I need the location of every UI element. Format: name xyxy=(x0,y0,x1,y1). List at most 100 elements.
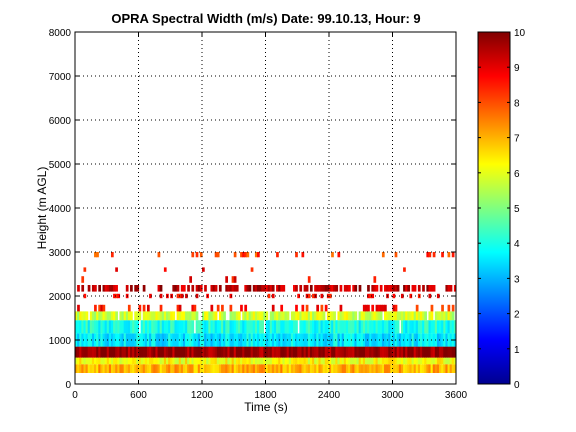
heatmap-cell-4 xyxy=(335,320,339,334)
heatmap-cell-1 xyxy=(149,357,152,365)
heatmap-cell-4 xyxy=(187,320,190,334)
heatmap-cell-2 xyxy=(75,346,78,358)
heatmap-cell-3 xyxy=(221,333,224,347)
heatmap-cell-3 xyxy=(229,333,233,347)
heatmap-cell-11 xyxy=(216,252,220,258)
heatmap-cell-0 xyxy=(326,364,330,373)
heatmap-cell-4 xyxy=(199,320,203,334)
heatmap-cell-0 xyxy=(240,364,243,373)
heatmap-cell-3 xyxy=(216,333,220,347)
heatmap-cell-2 xyxy=(284,346,288,358)
heatmap-cell-5 xyxy=(146,311,150,321)
heatmap-cell-4 xyxy=(386,320,389,334)
heatmap-cell-5 xyxy=(161,311,165,321)
heatmap-cell-0 xyxy=(358,364,362,373)
heatmap-cell-7 xyxy=(297,293,300,299)
heatmap-cell-3 xyxy=(223,333,226,347)
heatmap-cell-3 xyxy=(333,333,336,347)
heatmap-cell-8 xyxy=(339,285,343,292)
heatmap-cell-5 xyxy=(352,311,355,321)
heatmap-cell-4 xyxy=(127,320,131,334)
heatmap-cell-0 xyxy=(345,364,349,373)
heatmap-cell-4 xyxy=(216,320,220,334)
heatmap-cell-0 xyxy=(388,364,391,373)
heatmap-cell-3 xyxy=(214,333,218,347)
heatmap-cell-0 xyxy=(441,364,444,373)
heatmap-cell-0 xyxy=(117,364,121,373)
heatmap-cell-5 xyxy=(108,311,112,321)
heatmap-cell-5 xyxy=(157,311,161,321)
heatmap-cell-8 xyxy=(231,285,235,292)
heatmap-cell-8 xyxy=(115,285,118,292)
heatmap-cell-0 xyxy=(195,364,199,373)
heatmap-cell-3 xyxy=(335,333,339,347)
heatmap-cell-7 xyxy=(436,293,440,299)
heatmap-cell-1 xyxy=(339,357,343,365)
heatmap-cell-0 xyxy=(284,364,288,373)
heatmap-cell-1 xyxy=(144,357,148,365)
heatmap-cell-5 xyxy=(362,311,366,321)
heatmap-cell-3 xyxy=(96,333,99,347)
heatmap-cell-0 xyxy=(307,364,311,373)
heatmap-cell-4 xyxy=(252,320,256,334)
heatmap-cell-4 xyxy=(341,320,345,334)
heatmap-cell-5 xyxy=(411,311,415,321)
heatmap-cell-3 xyxy=(295,333,298,347)
heatmap-cell-1 xyxy=(278,357,281,365)
heatmap-cell-1 xyxy=(197,357,201,365)
heatmap-cell-5 xyxy=(428,311,432,321)
heatmap-cell-1 xyxy=(106,357,110,365)
heatmap-cell-1 xyxy=(244,357,248,365)
heatmap-cell-2 xyxy=(377,346,381,358)
grid-lines xyxy=(75,32,456,384)
heatmap-cell-6 xyxy=(244,304,248,312)
heatmap-cell-0 xyxy=(250,364,254,373)
heatmap-cell-6 xyxy=(371,304,375,312)
heatmap-cell-5 xyxy=(187,311,190,321)
heatmap-cell-6 xyxy=(384,304,387,312)
heatmap-cell-3 xyxy=(415,333,419,347)
heatmap-cell-2 xyxy=(246,346,250,358)
heatmap-cell-7 xyxy=(312,293,315,299)
heatmap-cell-0 xyxy=(271,364,275,373)
heatmap-cell-5 xyxy=(305,311,309,321)
heatmap-cell-0 xyxy=(352,364,355,373)
heatmap-cell-3 xyxy=(259,333,262,347)
heatmap-cell-1 xyxy=(422,357,425,365)
heatmap-cell-2 xyxy=(396,346,400,358)
heatmap-cell-1 xyxy=(312,357,315,365)
heatmap-cell-3 xyxy=(297,333,300,347)
heatmap-cell-1 xyxy=(331,357,334,365)
heatmap-cell-2 xyxy=(212,346,216,358)
heatmap-cell-0 xyxy=(407,364,411,373)
heatmap-cell-5 xyxy=(144,311,148,321)
heatmap-cell-4 xyxy=(343,320,347,334)
heatmap-cell-5 xyxy=(329,311,332,321)
heatmap-cell-0 xyxy=(85,364,89,373)
heatmap-cell-2 xyxy=(263,346,267,358)
heatmap-cell-2 xyxy=(369,346,372,358)
heatmap-cell-4 xyxy=(422,320,425,334)
heatmap-cell-1 xyxy=(210,357,214,365)
heatmap-cell-3 xyxy=(364,333,368,347)
heatmap-cell-5 xyxy=(263,311,267,321)
heatmap-cell-4 xyxy=(445,320,449,334)
heatmap-cell-3 xyxy=(191,333,195,347)
heatmap-cell-2 xyxy=(123,346,127,358)
heatmap-cell-2 xyxy=(197,346,201,358)
heatmap-cell-0 xyxy=(157,364,161,373)
heatmap-cell-3 xyxy=(356,333,360,347)
heatmap-cell-1 xyxy=(142,357,146,365)
heatmap-cell-8 xyxy=(197,285,201,292)
heatmap-cell-4 xyxy=(144,320,148,334)
heatmap-cell-4 xyxy=(394,320,398,334)
heatmap-cell-6 xyxy=(77,304,80,312)
heatmap-cell-4 xyxy=(189,320,193,334)
heatmap-cell-3 xyxy=(434,333,438,347)
heatmap-cell-1 xyxy=(337,357,341,365)
heatmap-cell-2 xyxy=(403,346,406,358)
heatmap-cell-8 xyxy=(246,285,250,292)
heatmap-cell-1 xyxy=(134,357,137,365)
heatmap-cell-3 xyxy=(343,333,347,347)
heatmap-cell-2 xyxy=(364,346,368,358)
